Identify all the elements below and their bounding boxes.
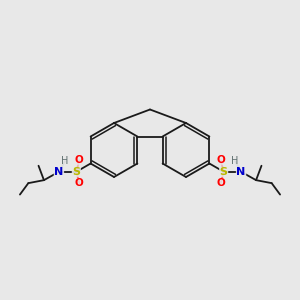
Text: S: S — [220, 167, 228, 177]
Text: O: O — [75, 178, 84, 188]
Text: H: H — [61, 156, 69, 166]
Text: H: H — [231, 156, 239, 166]
Text: O: O — [216, 178, 225, 188]
Text: O: O — [75, 155, 84, 165]
Text: N: N — [54, 167, 64, 177]
Text: O: O — [216, 155, 225, 165]
Text: S: S — [72, 167, 80, 177]
Text: N: N — [236, 167, 246, 177]
